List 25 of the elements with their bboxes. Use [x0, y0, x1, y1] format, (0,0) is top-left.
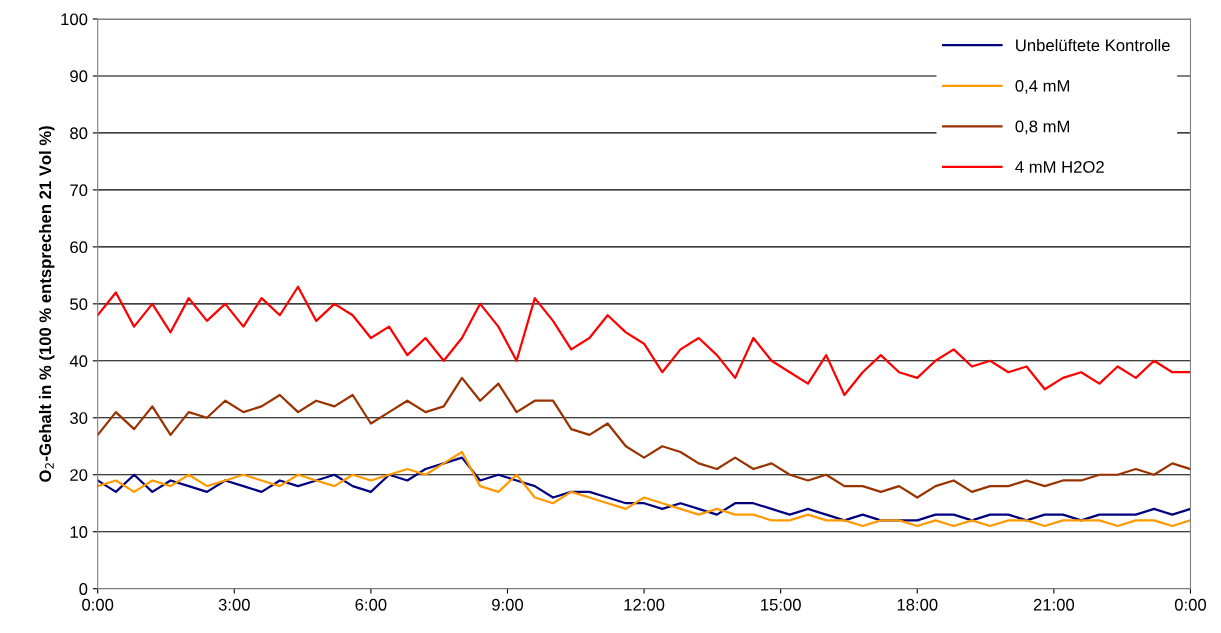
x-tick-label: 0:00 [82, 598, 114, 611]
y-tick-label: 60 [70, 241, 88, 254]
y-tick-label: 10 [70, 526, 88, 538]
y-axis-title: O$_{2}$-Gehalt in % (100 % entsprechen 21 Vol %) [38, 126, 55, 482]
y-tick-label: 40 [69, 355, 88, 368]
x-tick-label: 18:00 [897, 598, 938, 611]
y-tick-label: 80 [70, 127, 88, 140]
legend-label: 0,8 mM [1015, 120, 1070, 135]
y-tick-label: 0 [79, 583, 88, 595]
legend-label: 0,4 mM [1015, 79, 1070, 94]
x-tick-label: 3:00 [218, 598, 250, 611]
x-tick-label: 0:00 [1174, 598, 1207, 611]
y-tick-label: 20 [70, 469, 88, 481]
legend-label: 4 mM H2O2 [1015, 161, 1104, 173]
x-tick-label: 12:00 [624, 598, 665, 611]
x-tick-label: 21:00 [1033, 598, 1075, 611]
y-tick-label: 70 [70, 184, 88, 197]
y-tick-label: 90 [70, 70, 88, 83]
x-tick-label: 15:00 [761, 598, 801, 611]
y-tick-label: 50 [70, 298, 88, 311]
x-tick-label: 9:00 [492, 598, 524, 611]
legend-label: Unbelüftete Kontrolle [1016, 38, 1170, 52]
y-tick-label: 100 [61, 13, 88, 26]
y-tick-label: 30 [70, 412, 88, 424]
x-tick-label: 6:00 [355, 598, 387, 611]
